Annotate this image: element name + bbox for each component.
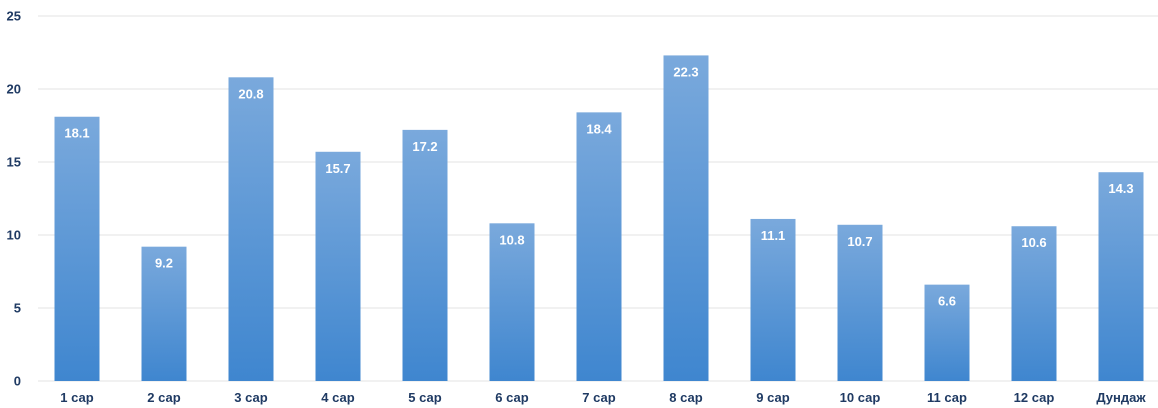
- x-tick-label: 11 сар: [927, 390, 967, 405]
- x-tick-label: 9 сар: [756, 390, 789, 405]
- bar: [576, 112, 622, 382]
- x-tick-label: 8 сар: [669, 390, 702, 405]
- bar: [1011, 226, 1057, 381]
- data-labels: 18.1 9.2 20.8 15.7 17.2 10.8 18.4 22.3 11.1 10.7 6…: [64, 64, 1133, 308]
- x-tick-label: 3 сар: [234, 390, 267, 405]
- bar: [402, 129, 448, 381]
- bar: [837, 224, 883, 381]
- y-tick-label: 5: [14, 301, 21, 316]
- x-tick-label: 10 сар: [840, 390, 881, 405]
- x-tick-label: 12 сар: [1014, 390, 1055, 405]
- y-axis-ticks: 0 5 10 15 20 25: [7, 9, 21, 389]
- y-tick-label: 25: [7, 9, 21, 24]
- y-tick-label: 20: [7, 82, 21, 97]
- bar-value-label: 11.1: [761, 228, 786, 243]
- bar-value-label: 22.3: [673, 64, 698, 79]
- x-tick-label: Дундаж: [1096, 390, 1146, 405]
- bar-value-label: 6.6: [938, 294, 956, 309]
- bar: [663, 55, 709, 382]
- bar-value-label: 10.7: [847, 234, 872, 249]
- bar-value-label: 14.3: [1108, 181, 1133, 196]
- x-tick-label: 4 сар: [321, 390, 354, 405]
- bar-value-label: 15.7: [325, 161, 350, 176]
- bar-value-label: 18.1: [64, 126, 89, 141]
- y-tick-label: 15: [7, 155, 21, 170]
- bar: [54, 116, 100, 382]
- bar: [315, 151, 361, 381]
- bar-value-label: 17.2: [412, 139, 437, 154]
- bar: [1098, 172, 1144, 381]
- bar-value-label: 18.4: [586, 121, 612, 136]
- bars: [54, 55, 1144, 382]
- y-tick-label: 10: [7, 228, 21, 243]
- bar: [228, 77, 274, 381]
- bar: [489, 223, 535, 381]
- x-tick-label: 1 сар: [60, 390, 93, 405]
- bar-value-label: 9.2: [155, 256, 173, 271]
- x-axis-ticks: 1 сар 2 сар 3 сар 4 сар 5 сар 6 сар 7 сар 8 сар…: [60, 390, 1146, 405]
- bar-value-label: 10.8: [499, 232, 524, 247]
- bar-value-label: 10.6: [1021, 235, 1046, 250]
- bar: [924, 284, 970, 381]
- bar-value-label: 20.8: [238, 86, 263, 101]
- x-tick-label: 6 сар: [495, 390, 528, 405]
- bar: [141, 246, 187, 381]
- bar: [750, 218, 796, 381]
- x-tick-label: 2 сар: [147, 390, 180, 405]
- x-tick-label: 7 сар: [582, 390, 615, 405]
- x-tick-label: 5 сар: [408, 390, 441, 405]
- y-tick-label: 0: [14, 374, 21, 389]
